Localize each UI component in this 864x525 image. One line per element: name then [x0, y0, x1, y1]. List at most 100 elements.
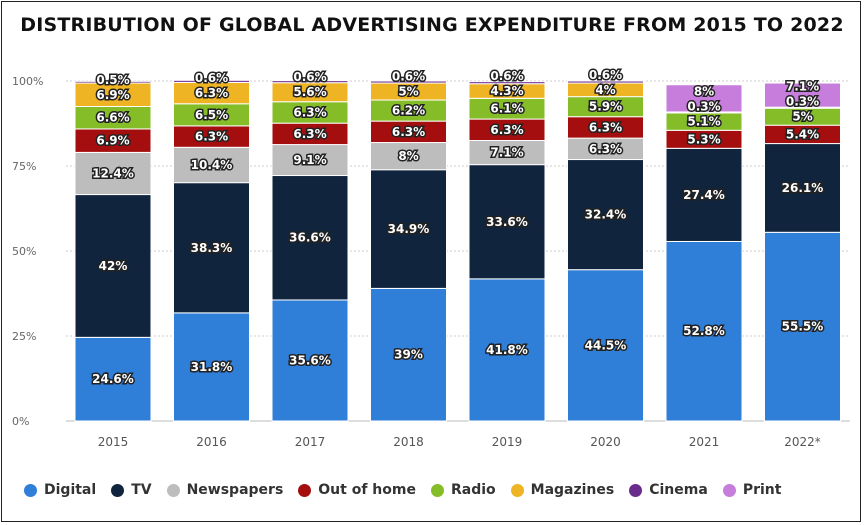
x-tick-label: 2015: [98, 435, 129, 449]
data-label: 41.8%: [486, 343, 528, 357]
data-label: 0.6%: [195, 71, 228, 85]
bar-segment-print: [665, 84, 743, 113]
data-label: 5.1%: [687, 115, 720, 129]
data-label: 9.1%: [293, 153, 326, 167]
data-label: 31.8%: [191, 360, 233, 374]
bar-segment-cinema: [370, 80, 447, 84]
data-label: 6.3%: [589, 142, 622, 156]
data-label: 6.5%: [195, 108, 228, 122]
data-label: 55.5%: [782, 320, 824, 334]
bar-segment-newspapers: [370, 142, 447, 171]
x-tick-label: 2017: [295, 435, 326, 449]
y-tick-label: 0%: [12, 415, 29, 428]
legend-item-radio[interactable]: Radio: [430, 482, 496, 498]
y-tick-label: 25%: [12, 330, 36, 343]
data-label: 32.4%: [585, 208, 627, 222]
data-label: 6.6%: [96, 111, 129, 125]
data-label: 44.5%: [585, 338, 627, 352]
x-tick-label: 2016: [196, 435, 227, 449]
bar-segment-cinema: [173, 79, 250, 83]
legend-item-tv[interactable]: TV: [111, 482, 152, 498]
bar-segment-tv: [74, 194, 152, 338]
bar-segment-cinema: [74, 80, 152, 84]
legend-dot-icon: [166, 483, 180, 497]
bar-segment-tv: [468, 164, 546, 280]
legend-item-newspapers[interactable]: Newspapers: [166, 482, 284, 498]
legend-dot-icon: [722, 483, 736, 497]
bar-segment-newspapers: [271, 144, 349, 177]
data-label: 5%: [792, 110, 812, 124]
bar-segment-digital: [665, 240, 743, 422]
data-label: 7.1%: [786, 80, 819, 94]
legend-item-out-of-home[interactable]: Out of home: [298, 482, 416, 498]
data-label: 6.3%: [293, 127, 326, 141]
legend-dot-icon: [24, 483, 37, 497]
data-label: 6.3%: [195, 86, 228, 100]
legend-label: Digital: [44, 482, 97, 498]
bar-segment-print: [764, 82, 841, 108]
legend-dot-icon: [111, 483, 125, 497]
legend-label: TV: [131, 482, 152, 498]
data-label: 6.3%: [293, 105, 326, 119]
data-label: 6.2%: [392, 104, 425, 118]
data-label: 24.6%: [92, 372, 134, 386]
data-label: 4%: [595, 83, 615, 97]
data-label: 39%: [394, 348, 423, 362]
legend-label: Radio: [450, 482, 496, 498]
data-label: 0.6%: [589, 68, 622, 82]
data-label: 6.3%: [490, 123, 523, 137]
chart-title: DISTRIBUTION OF GLOBAL ADVERTISING EXPEN…: [20, 14, 844, 36]
data-label: 0.3%: [687, 100, 720, 114]
legend-label: Cinema: [649, 482, 708, 498]
x-tick-label: 2022*: [784, 435, 821, 449]
data-label: 38.3%: [191, 241, 233, 255]
data-label: 5.3%: [687, 132, 720, 146]
bar-segment-cinema: [468, 81, 546, 85]
data-label: 5.6%: [293, 85, 326, 99]
legend-dot-icon: [510, 483, 524, 497]
bar-segment-tv: [173, 182, 250, 314]
data-label: 27.4%: [683, 188, 725, 202]
data-label: 52.8%: [683, 324, 725, 338]
data-label: 8%: [398, 149, 418, 163]
data-label: 6.3%: [195, 130, 228, 144]
data-label: 5%: [398, 85, 418, 99]
data-label: 6.1%: [490, 102, 523, 116]
bar-segment-digital: [567, 269, 644, 422]
data-label: 0.6%: [490, 69, 523, 83]
legend-label: Out of home: [318, 482, 416, 498]
y-tick-label: 100%: [12, 75, 43, 88]
legend-item-digital[interactable]: Digital: [24, 482, 96, 498]
x-tick-label: 2019: [492, 435, 523, 449]
legend-label: Newspapers: [186, 482, 284, 498]
bar-segment-tv: [271, 175, 349, 301]
legend-item-print[interactable]: Print: [722, 482, 782, 498]
data-label: 0.3%: [786, 95, 819, 109]
x-tick-label: 2021: [689, 435, 720, 449]
bar-segment-tv: [665, 147, 743, 242]
legend: Digital TV Newspapers Out of home Radio Magaz…: [24, 482, 781, 498]
data-label: 6.3%: [589, 120, 622, 134]
legend-item-cinema[interactable]: Cinema: [629, 482, 708, 498]
bar-segment-digital: [764, 231, 841, 422]
data-label: 33.6%: [486, 215, 528, 229]
data-label: 10.4%: [191, 158, 233, 172]
bar-segment-tv: [370, 169, 447, 289]
data-label: 6.9%: [96, 134, 129, 148]
data-label: 5.4%: [786, 127, 819, 141]
data-label: 0.6%: [293, 70, 326, 84]
data-label: 12.4%: [92, 166, 134, 180]
data-label: 35.6%: [289, 353, 331, 367]
bar-segment-newspapers: [74, 151, 152, 196]
bar-segment-cinema: [271, 80, 349, 84]
legend-dot-icon: [430, 483, 444, 497]
data-label: 6.9%: [96, 88, 129, 102]
legend-label: Magazines: [530, 482, 615, 498]
stacked-bar-chart: 0% 25% 50% 75% 100% 2015 24.6% 42% 12.4% 6.9% 6.6%…: [12, 66, 850, 449]
data-label: 0.6%: [392, 70, 425, 84]
legend-label: Print: [742, 482, 782, 498]
y-tick-label: 50%: [12, 245, 36, 258]
legend-item-magazines[interactable]: Magazines: [510, 482, 615, 498]
bar-segment-tv: [764, 143, 841, 233]
